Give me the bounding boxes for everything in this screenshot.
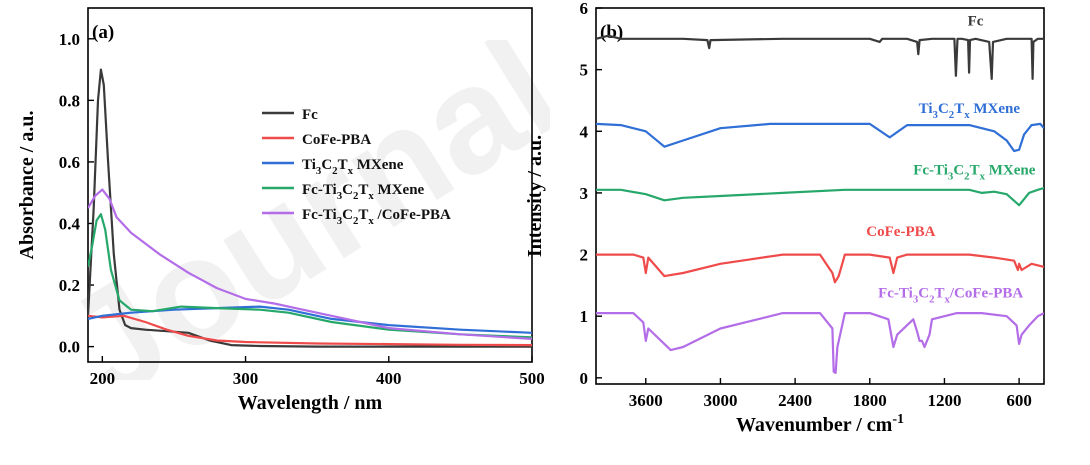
series-line-Ti3C2Tx-MXene	[88, 305, 532, 334]
x-tick-label: 1200	[927, 391, 961, 410]
series-line-Ti3C2Tx-MXene	[596, 122, 1044, 153]
panel-label: (a)	[92, 22, 114, 43]
x-tick-label: 3600	[629, 391, 663, 410]
legend-label: Ti3C2Tx MXene	[302, 157, 404, 177]
y-tick-label: 3	[580, 184, 589, 203]
legend-label: Fc-Ti3C2Tx /CoFe-PBA	[302, 207, 451, 227]
y-tick-label: 0.8	[59, 91, 80, 110]
y-tick-label: 0	[580, 369, 589, 388]
series-line-Fc-Ti3C2Tx-CoFe-PBA	[88, 188, 532, 340]
y-tick-label: 5	[580, 61, 589, 80]
series-line-Fc	[596, 34, 1044, 81]
curve-label: Fc	[968, 13, 984, 29]
series-line-Fc-Ti3C2Tx-CoFe-PBA	[596, 312, 1044, 374]
curve-label: CoFe-PBA	[866, 224, 935, 240]
panel-label: (b)	[600, 22, 623, 43]
y-axis-label: Absorbance / a.u.	[16, 111, 38, 260]
y-tick-label: 0.0	[59, 338, 80, 357]
y-tick-label: 1.0	[59, 30, 80, 49]
plot-frame	[87, 7, 533, 363]
y-tick-label: 1	[580, 307, 589, 326]
legend-label: Fc-Ti3C2Tx MXene	[302, 182, 425, 202]
x-axis-label: Wavenumber / cm-1	[736, 412, 904, 436]
y-tick-label: 0.4	[59, 214, 81, 233]
curve-label: Fc-Ti3C2Tx/CoFe-PBA	[878, 286, 1023, 306]
legend-label: CoFe-PBA	[302, 132, 371, 148]
series-line-CoFe-PBA	[596, 253, 1044, 284]
plot-frame	[595, 7, 1045, 385]
x-tick-label: 200	[90, 369, 116, 388]
y-tick-label: 0.6	[59, 153, 80, 172]
x-tick-label: 400	[376, 369, 402, 388]
x-tick-label: 500	[519, 369, 545, 388]
series-line-Fc-Ti3C2Tx-MXene	[88, 213, 532, 339]
curve-label: Ti3C2Tx MXene	[919, 101, 1021, 121]
y-tick-label: 6	[580, 0, 589, 18]
series-line-CoFe-PBA	[88, 314, 532, 347]
x-tick-label: 300	[233, 369, 259, 388]
y-tick-label: 4	[580, 122, 589, 141]
curve-label: Fc-Ti3C2Tx MXene	[913, 162, 1036, 182]
series-line-Fc	[88, 68, 532, 348]
x-tick-label: 1800	[853, 391, 887, 410]
y-axis-label: Intensity / a.u.	[524, 135, 546, 257]
y-tick-label: 0.2	[59, 276, 80, 295]
series-line-Fc-Ti3C2Tx-MXene	[596, 186, 1044, 207]
x-tick-label: 3000	[703, 391, 737, 410]
x-tick-label: 600	[1006, 391, 1032, 410]
x-axis-label: Wavelength / nm	[238, 392, 383, 414]
legend-label: Fc	[302, 107, 318, 123]
y-tick-label: 2	[580, 246, 589, 265]
x-tick-label: 2400	[778, 391, 812, 410]
